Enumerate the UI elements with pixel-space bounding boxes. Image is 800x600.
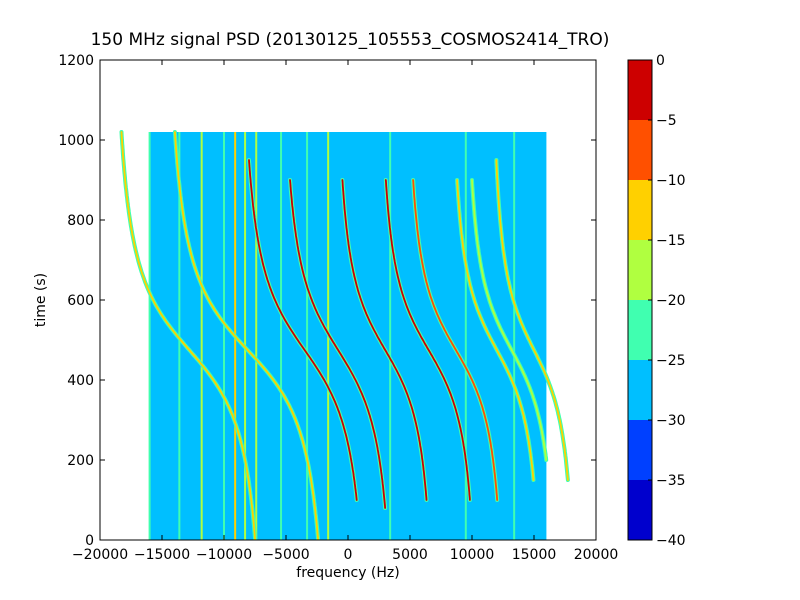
colorbar-tick-label: −20 bbox=[656, 293, 686, 309]
chart-title: 150 MHz signal PSD (20130125_105553_COSM… bbox=[90, 30, 610, 50]
colorbar: −40 −35 −30 −25 −20 −15 −10 −5 0 bbox=[627, 53, 686, 549]
plot-area bbox=[119, 130, 570, 540]
x-tick-label: 5000 bbox=[392, 547, 428, 563]
track-7 bbox=[412, 179, 499, 501]
colorbar-tick-label: −35 bbox=[656, 473, 686, 489]
x-tick-label: −5000 bbox=[262, 547, 309, 563]
x-tick-label: 10000 bbox=[450, 547, 495, 563]
colorbar-segment bbox=[628, 300, 652, 360]
x-tick-label: 15000 bbox=[512, 547, 557, 563]
y-tick-label: 0 bbox=[85, 533, 94, 549]
data-region bbox=[149, 132, 547, 540]
track-9 bbox=[471, 179, 548, 461]
colorbar-tick-label: −5 bbox=[656, 113, 677, 129]
track-6 bbox=[384, 179, 471, 501]
track-5 bbox=[341, 179, 428, 501]
y-tick-label: 1000 bbox=[58, 133, 94, 149]
colorbar-segment bbox=[628, 420, 652, 480]
y-tick-label: 1200 bbox=[58, 53, 94, 69]
colorbar-segment bbox=[628, 480, 652, 540]
x-tick-label: −20000 bbox=[72, 547, 128, 563]
x-axis-label: frequency (Hz) bbox=[296, 565, 399, 581]
y-axis-label: time (s) bbox=[33, 273, 49, 327]
y-tick-label: 400 bbox=[67, 373, 94, 389]
colorbar-segment bbox=[628, 120, 652, 180]
track-2 bbox=[174, 131, 319, 540]
x-tick-label: −15000 bbox=[134, 547, 190, 563]
colorbar-tick-label: 0 bbox=[656, 53, 665, 69]
colorbar-tick-label: −25 bbox=[656, 353, 686, 369]
colorbar-segment bbox=[628, 240, 652, 300]
track-8 bbox=[456, 179, 535, 481]
axes: −20000 −15000 −10000 −5000 0 5000 10000 15000 20… bbox=[58, 53, 618, 563]
x-tick-label: −10000 bbox=[196, 547, 252, 563]
plot-clip-group bbox=[119, 130, 570, 540]
track-3 bbox=[248, 159, 358, 501]
colorbar-tick-label: −15 bbox=[656, 233, 686, 249]
colorbar-segment bbox=[628, 360, 652, 420]
colorbar-segment bbox=[628, 60, 652, 120]
y-tick-label: 800 bbox=[67, 213, 94, 229]
track-10 bbox=[495, 159, 569, 481]
colorbar-tick-label: −10 bbox=[656, 173, 686, 189]
colorbar-tick-label: −40 bbox=[656, 533, 686, 549]
colorbar-segment bbox=[628, 180, 652, 240]
x-tick-label: 0 bbox=[344, 547, 353, 563]
x-tick-label: 20000 bbox=[574, 547, 619, 563]
track-1 bbox=[120, 131, 257, 540]
colorbar-tick-label: −30 bbox=[656, 413, 686, 429]
y-tick-label: 200 bbox=[67, 453, 94, 469]
y-tick-label: 600 bbox=[67, 293, 94, 309]
track-4 bbox=[289, 179, 386, 509]
